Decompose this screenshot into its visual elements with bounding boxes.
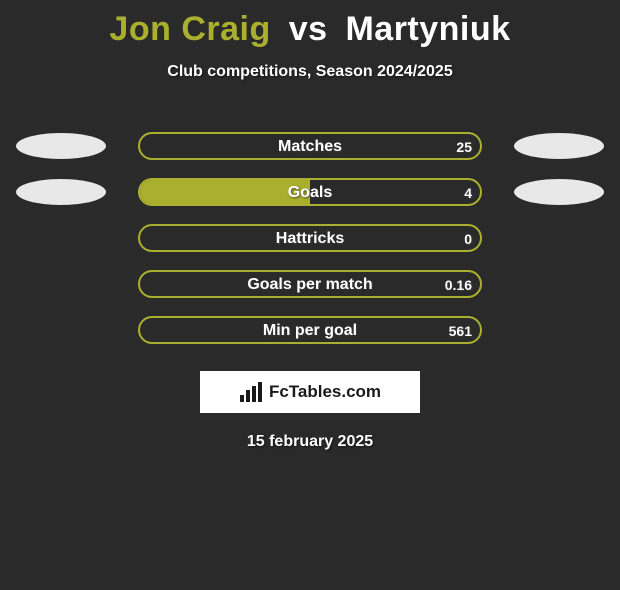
stat-bar: Matches 25 <box>138 132 482 160</box>
stat-bar: Goals per match 0.16 <box>138 270 482 298</box>
player2-ellipse <box>514 179 604 205</box>
stat-label: Min per goal <box>263 318 357 344</box>
player1-ellipse <box>16 179 106 205</box>
player1-ellipse <box>16 133 106 159</box>
stat-label: Goals per match <box>247 272 372 298</box>
brand-text: FcTables.com <box>269 382 381 402</box>
stat-bar: Hattricks 0 <box>138 224 482 252</box>
stat-bar: Goals 4 <box>138 178 482 206</box>
stat-row: Goals 4 <box>0 169 620 215</box>
stat-bar: Min per goal 561 <box>138 316 482 344</box>
page-title: Jon Craig vs Martyniuk <box>0 10 620 49</box>
stat-value-right: 561 <box>449 318 472 344</box>
player1-name: Jon Craig <box>109 10 270 48</box>
stat-row: Matches 25 <box>0 123 620 169</box>
player2-ellipse <box>514 133 604 159</box>
stat-value-right: 25 <box>456 134 472 160</box>
stat-row: Hattricks 0 <box>0 215 620 261</box>
stat-label: Hattricks <box>276 226 344 252</box>
stat-row: Min per goal 561 <box>0 307 620 353</box>
stat-label: Matches <box>278 134 342 160</box>
date-text: 15 february 2025 <box>0 433 620 451</box>
stat-value-right: 0 <box>464 226 472 252</box>
brand-box: FcTables.com <box>200 371 420 413</box>
subtitle: Club competitions, Season 2024/2025 <box>0 63 620 81</box>
player2-name: Martyniuk <box>345 10 510 48</box>
vs-text: vs <box>289 10 328 48</box>
stat-value-right: 4 <box>464 180 472 206</box>
stats-board: Matches 25 Goals 4 Hattricks 0 Goals per match… <box>0 123 620 353</box>
bar-fill-left <box>140 180 310 204</box>
stat-row: Goals per match 0.16 <box>0 261 620 307</box>
stat-label: Goals <box>288 180 332 206</box>
bars-icon <box>239 381 263 403</box>
stat-value-right: 0.16 <box>445 272 472 298</box>
